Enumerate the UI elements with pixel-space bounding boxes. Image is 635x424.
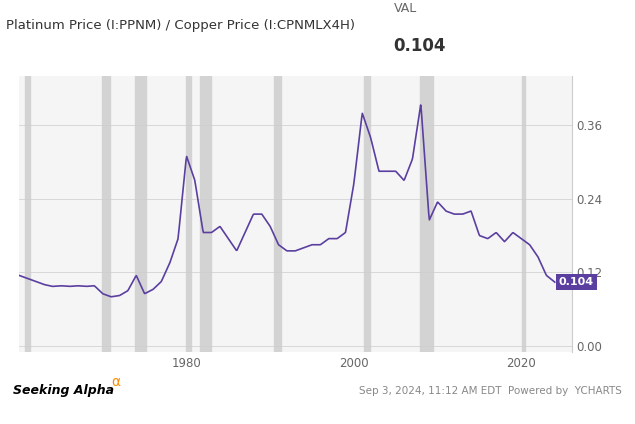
Bar (420, 76, 433, 352)
Bar (187, 76, 192, 352)
Bar (522, 76, 525, 352)
Bar (200, 76, 211, 352)
Bar (364, 76, 370, 352)
Bar (25, 76, 29, 352)
Bar (274, 76, 281, 352)
Text: Seeking Alpha: Seeking Alpha (13, 385, 114, 397)
Text: 0.104: 0.104 (394, 36, 446, 55)
Bar (135, 76, 146, 352)
Text: VAL: VAL (394, 2, 417, 14)
Text: Platinum Price (I:PPNM) / Copper Price (I:CPNMLX4H): Platinum Price (I:PPNM) / Copper Price (… (6, 19, 356, 32)
Text: 0.104: 0.104 (559, 277, 594, 287)
Bar (102, 76, 110, 352)
Text: Sep 3, 2024, 11:12 AM EDT  Powered by  YCHARTS: Sep 3, 2024, 11:12 AM EDT Powered by YCH… (359, 386, 622, 396)
Text: α: α (111, 375, 120, 389)
